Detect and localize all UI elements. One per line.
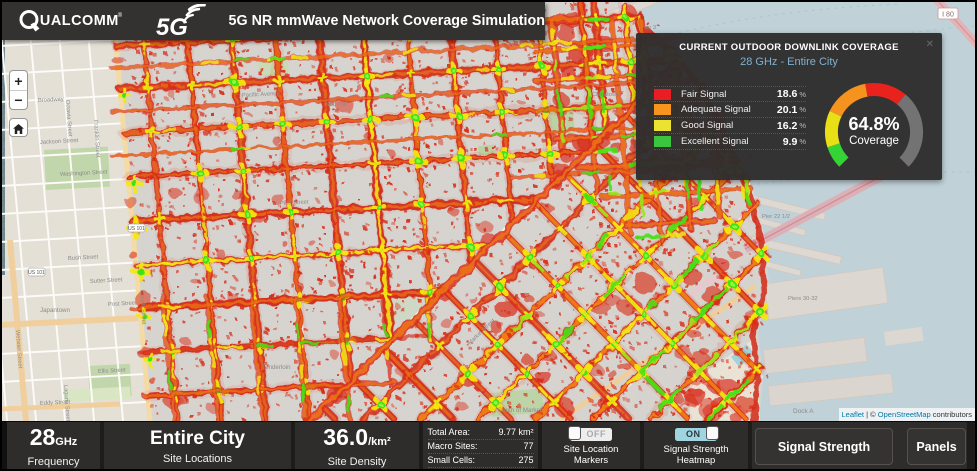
svg-text:Sutter Street: Sutter Street <box>90 277 123 285</box>
svg-text:Bush Street: Bush Street <box>68 254 99 262</box>
svg-text:Pacific Avenue: Pacific Avenue <box>242 91 280 99</box>
svg-text:Ellis Street: Ellis Street <box>98 368 126 375</box>
svg-text:Japantown: Japantown <box>40 307 70 314</box>
svg-text:Jackson Street: Jackson Street <box>40 138 79 146</box>
svg-text:Washington Street: Washington Street <box>60 170 108 178</box>
svg-text:UALCOMM: UALCOMM <box>40 13 119 29</box>
svg-text:Webster Street: Webster Street <box>14 330 23 369</box>
svg-text:South of Market: South of Market <box>498 407 542 414</box>
svg-text:Chinatown: Chinatown <box>592 92 619 98</box>
svg-text:Franklin Street: Franklin Street <box>92 120 101 158</box>
svg-text:Tenderloin: Tenderloin <box>262 364 291 371</box>
svg-text:Dock A: Dock A <box>793 408 814 415</box>
svg-text:®: ® <box>118 12 123 19</box>
svg-text:Nob Hill: Nob Hill <box>325 101 347 108</box>
svg-text:Pine Street: Pine Street <box>280 199 309 207</box>
svg-text:Eddy Street: Eddy Street <box>40 399 71 407</box>
svg-text:5G: 5G <box>156 14 188 38</box>
svg-text:Coverage: Coverage <box>849 135 899 147</box>
svg-text:Pier 3: Pier 3 <box>641 25 656 31</box>
svg-text:Gough Street: Gough Street <box>138 290 146 325</box>
svg-text:Pier 22 1/2: Pier 22 1/2 <box>762 214 790 220</box>
svg-text:I 80: I 80 <box>942 12 954 19</box>
svg-text:Post Street: Post Street <box>108 300 137 308</box>
svg-text:Octavia Street: Octavia Street <box>64 100 73 137</box>
svg-text:US 101: US 101 <box>128 226 145 232</box>
svg-text:US 101: US 101 <box>28 270 45 276</box>
svg-text:Broadway: Broadway <box>38 97 64 104</box>
svg-text:64.8%: 64.8% <box>848 114 899 134</box>
svg-text:Laguna Street: Laguna Street <box>62 385 71 422</box>
svg-text:Piers 30-32: Piers 30-32 <box>788 296 818 302</box>
